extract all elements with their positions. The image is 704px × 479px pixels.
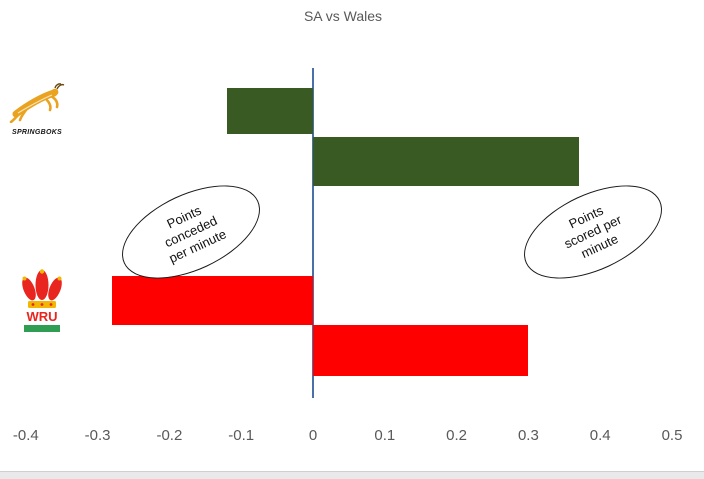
wru-logo: WRU [16, 268, 68, 339]
x-tick-label: 0 [308, 427, 318, 444]
bar-wales-scored [313, 325, 529, 376]
annotation-points-scored: Points scored per minute [509, 166, 677, 298]
bottom-scrollbar-track[interactable] [0, 471, 704, 479]
x-tick-label: 0.5 [661, 427, 683, 444]
wru-feathers-icon: WRU [16, 268, 68, 339]
wru-label: WRU [26, 309, 57, 324]
springboks-label: SPRINGBOKS [11, 129, 63, 136]
x-tick-label: -0.3 [84, 427, 111, 444]
bar-springboks-scored [313, 137, 579, 186]
x-tick-label: 0.4 [589, 427, 611, 444]
x-tick-label: -0.2 [156, 427, 183, 444]
x-tick-label: 0.3 [517, 427, 539, 444]
x-tick-label: -0.1 [228, 427, 255, 444]
x-tick-label: -0.4 [12, 427, 39, 444]
bar-wales-conceded [111, 276, 313, 325]
bar-springboks-conceded [226, 88, 313, 134]
zero-axis-line [312, 68, 314, 398]
x-tick-label: 0.1 [374, 427, 396, 444]
springboks-logo: SPRINGBOKS [6, 83, 68, 136]
x-tick-label: 0.2 [446, 427, 468, 444]
springbok-antelope-icon [8, 83, 66, 128]
chart-title: SA vs Wales [303, 8, 383, 24]
